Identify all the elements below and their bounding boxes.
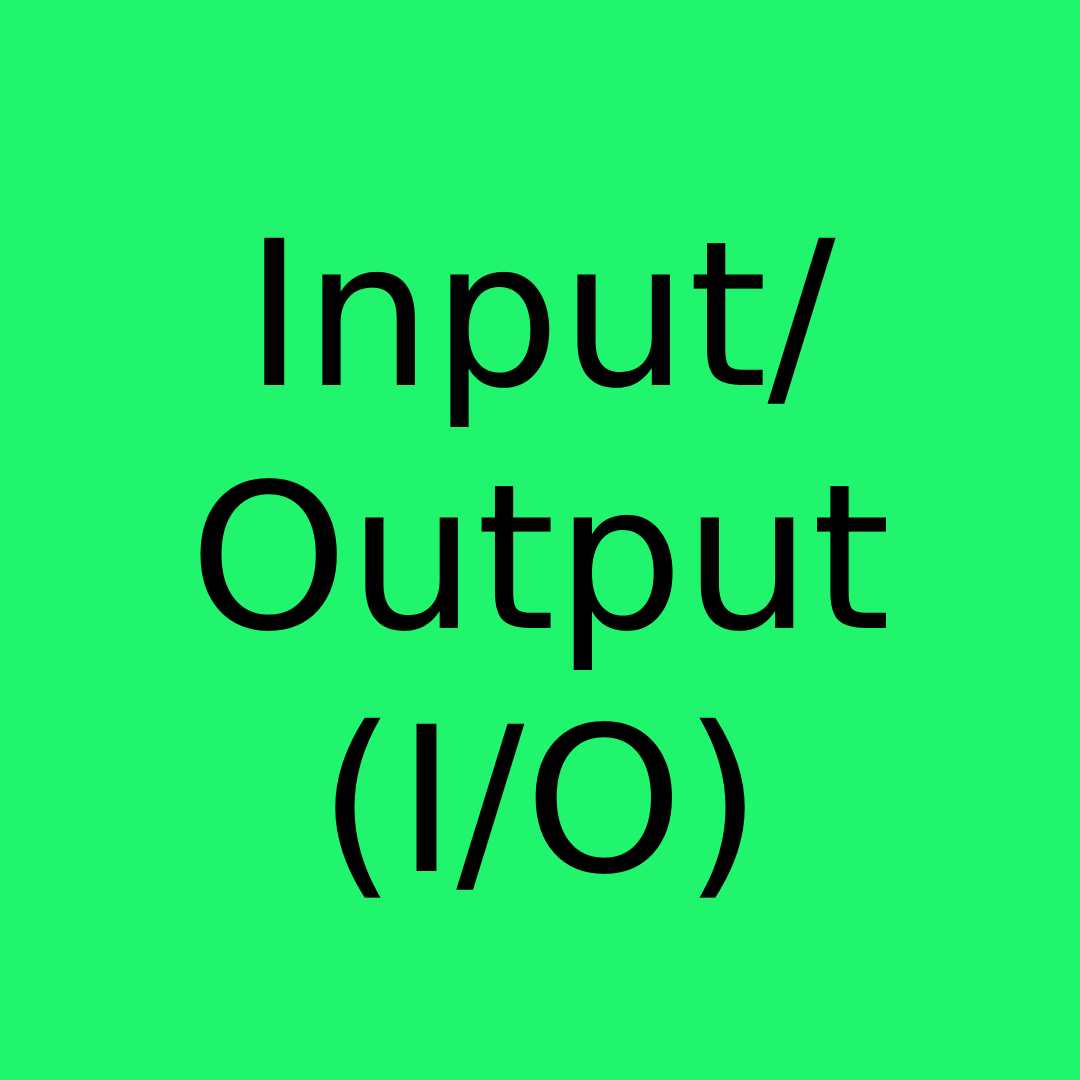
title-line-output: Output (189, 440, 891, 676)
title-line-abbreviation: (I/O) (317, 683, 763, 919)
title-line-input: Input/ (244, 197, 836, 433)
